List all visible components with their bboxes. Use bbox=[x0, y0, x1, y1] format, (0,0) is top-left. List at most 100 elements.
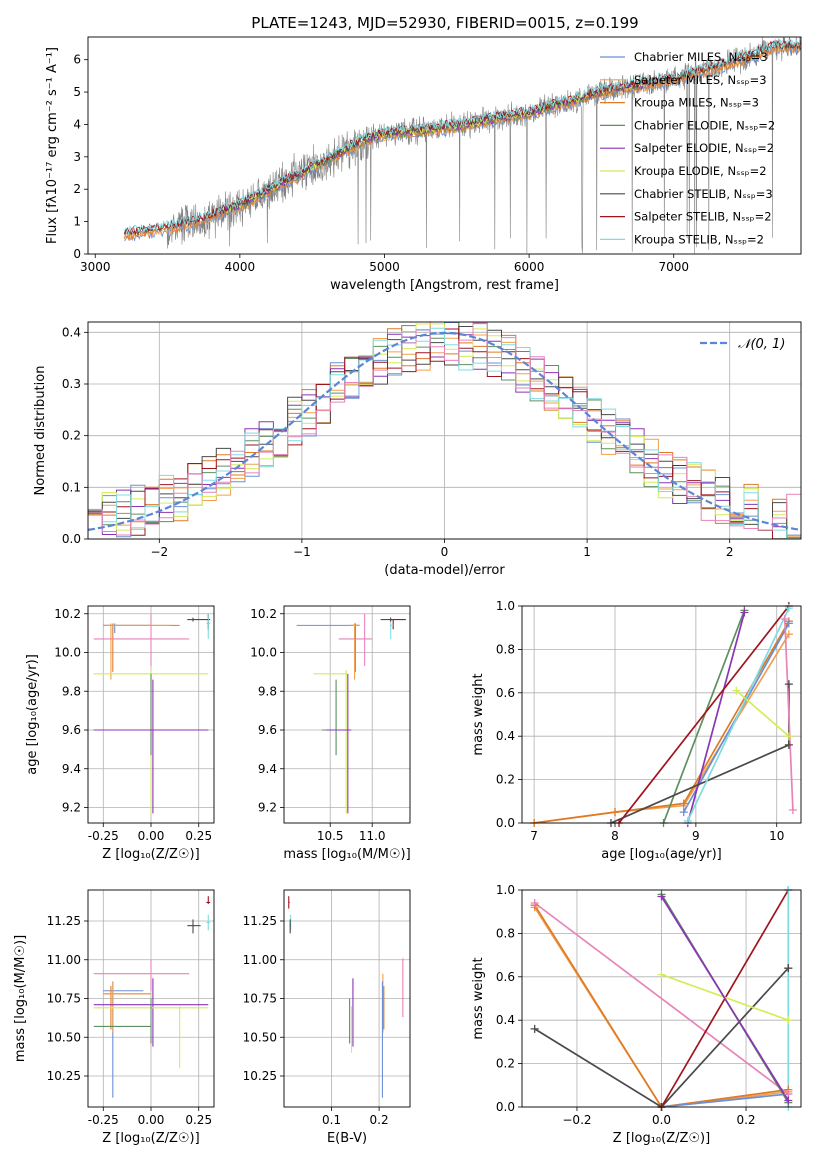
x-tick-label: 8 bbox=[611, 829, 619, 843]
y-tick-label: 1.0 bbox=[496, 599, 515, 613]
y-tick-label: 11.25 bbox=[47, 914, 81, 928]
weight-marker bbox=[784, 1096, 793, 1105]
error-bar-point bbox=[351, 623, 360, 680]
x-axis-label: Z [log₁₀(Z/Z☉)] bbox=[102, 1131, 199, 1146]
error-bar-point bbox=[402, 958, 404, 1018]
error-bar-point bbox=[187, 919, 201, 934]
x-tick-label: 9 bbox=[692, 829, 700, 843]
x-tick-label: 11.0 bbox=[359, 829, 386, 843]
error-bar-point bbox=[352, 978, 354, 1047]
x-axis-label: mass [log₁₀(M/M☉)] bbox=[283, 847, 410, 862]
axes-frame bbox=[87, 321, 802, 540]
y-tick-label: 0.6 bbox=[496, 970, 515, 984]
weight-marker bbox=[784, 680, 793, 689]
y-tick-label: 4 bbox=[73, 117, 81, 131]
weight-line bbox=[533, 904, 789, 1107]
weight-marker bbox=[784, 964, 793, 973]
x-tick-label: -0.25 bbox=[88, 1113, 119, 1127]
y-tick-label: 11.00 bbox=[243, 953, 277, 967]
x-axis-label: Z [log₁₀(Z/Z☉)] bbox=[613, 1131, 710, 1146]
axes-mass_vs_Z: -0.25 0.00 0.25 10.25 10.50 10.75 11.00 11.25 Z … bbox=[13, 889, 215, 1146]
x-tick-label: 7 bbox=[530, 829, 538, 843]
y-tick-label: 0.4 bbox=[62, 325, 81, 339]
x-tick-label: 0.25 bbox=[185, 829, 212, 843]
gaussian-curve bbox=[88, 331, 801, 531]
x-axis-label: age [log₁₀(age/yr)] bbox=[601, 847, 722, 862]
weight-marker bbox=[657, 970, 666, 979]
x-axis-label: Z [log₁₀(Z/Z☉)] bbox=[102, 847, 199, 862]
error-bar-point bbox=[288, 896, 290, 909]
legend-entry: Chabrier STELIB, Nₛₛₚ=3 bbox=[634, 187, 773, 201]
y-tick-label: 10.50 bbox=[243, 1030, 277, 1044]
weight-marker bbox=[530, 1024, 539, 1033]
weight-marker bbox=[683, 816, 692, 825]
error-bar-point bbox=[93, 998, 152, 1044]
y-tick-label: 10.0 bbox=[250, 646, 277, 660]
error-bar-point bbox=[103, 981, 151, 1033]
x-tick-label: 0.25 bbox=[185, 1113, 212, 1127]
plot-area bbox=[123, 37, 801, 254]
y-tick-label: 10.75 bbox=[243, 992, 277, 1006]
axes-residuals: −2 −1 0 1 2 0.0 0.1 0.2 0.3 0.4 (data-model)/error… bbox=[33, 321, 802, 578]
weight-line bbox=[534, 967, 789, 1107]
y-tick-label: 0.2 bbox=[496, 773, 515, 787]
error-bar-point bbox=[350, 1006, 353, 1053]
y-tick-label: 6 bbox=[73, 53, 81, 67]
y-tick-label: 10.2 bbox=[250, 607, 277, 621]
axes-age_vs_mass: 10.5 11.0 9.2 9.4 9.6 9.8 10.0 10.2 mass [log₁₀(… bbox=[250, 605, 411, 862]
histogram-salpeter-stelib bbox=[88, 328, 801, 539]
x-tick-label: 0.00 bbox=[138, 829, 165, 843]
legend-entry: Salpeter ELODIE, Nₛₛₚ=2 bbox=[634, 141, 774, 155]
weight-marker bbox=[530, 899, 539, 908]
error-bar-point bbox=[313, 669, 347, 814]
x-tick-label: 7000 bbox=[658, 260, 689, 274]
error-bar-point bbox=[349, 998, 351, 1044]
y-tick-label: 11.25 bbox=[243, 914, 277, 928]
error-bar-point bbox=[381, 981, 383, 1098]
weight-marker bbox=[780, 615, 789, 624]
weight-marker bbox=[784, 604, 793, 613]
error-bar-point bbox=[206, 613, 211, 639]
x-tick-label: 0.2 bbox=[736, 1113, 755, 1127]
error-bar-point bbox=[93, 679, 209, 814]
y-tick-label: 3 bbox=[73, 150, 81, 164]
axes-frame bbox=[521, 889, 802, 1108]
weight-marker bbox=[784, 619, 793, 628]
error-bar-point bbox=[103, 623, 171, 680]
weight-marker bbox=[657, 892, 666, 901]
y-tick-label: 0.0 bbox=[496, 816, 515, 830]
y-tick-label: 10.25 bbox=[243, 1069, 277, 1083]
legend-entry: Kroupa ELODIE, Nₛₛₚ=2 bbox=[634, 164, 767, 178]
x-tick-label: −1 bbox=[293, 545, 311, 559]
legend-entry: Kroupa STELIB, Nₛₛₚ=2 bbox=[634, 232, 764, 246]
y-tick-label: 1.0 bbox=[496, 883, 515, 897]
error-bar-point bbox=[383, 986, 385, 1030]
y-tick-label: 2 bbox=[73, 182, 81, 196]
error-bar-point bbox=[93, 959, 190, 991]
x-tick-label: −2 bbox=[150, 545, 168, 559]
plot-area bbox=[88, 322, 801, 539]
weight-line bbox=[534, 902, 789, 1095]
axes-weight_vs_Z: −0.2 0.0 0.2 0.0 0.2 0.4 0.6 0.8 1.0 Z [log₁₀(Z/Z… bbox=[471, 883, 802, 1146]
error-bar-point bbox=[326, 673, 352, 814]
weight-line bbox=[735, 689, 790, 737]
y-tick-label: 0.2 bbox=[496, 1057, 515, 1071]
plot-area bbox=[533, 890, 790, 1107]
x-axis-label: (data-model)/error bbox=[384, 563, 505, 578]
x-tick-label: 0 bbox=[441, 545, 449, 559]
legend-entry: Salpeter STELIB, Nₛₛₚ=2 bbox=[634, 210, 772, 224]
y-tick-label: 9.6 bbox=[62, 723, 81, 737]
y-tick-label: 10.2 bbox=[54, 607, 81, 621]
y-tick-label: 9.4 bbox=[62, 762, 81, 776]
x-tick-label: −0.2 bbox=[562, 1113, 591, 1127]
x-tick-label: 0.2 bbox=[370, 1113, 389, 1127]
weight-marker bbox=[611, 808, 619, 817]
legend-entry: Kroupa MILES, Nₛₛₚ=3 bbox=[634, 96, 759, 110]
y-axis-label: Normed distribution bbox=[33, 366, 48, 496]
y-tick-label: 0.0 bbox=[62, 532, 81, 546]
y-tick-label: 9.6 bbox=[258, 723, 277, 737]
axes-weight_vs_age: 7 8 9 10 0.0 0.2 0.4 0.6 0.8 1.0 age [log₁₀(age/yr… bbox=[471, 599, 802, 862]
axes-spectrum: 3000 4000 5000 6000 7000 0 1 2 3 4 5 6 wavelength [A… bbox=[45, 36, 802, 293]
weight-line bbox=[783, 618, 794, 811]
error-bar-point bbox=[389, 619, 394, 639]
